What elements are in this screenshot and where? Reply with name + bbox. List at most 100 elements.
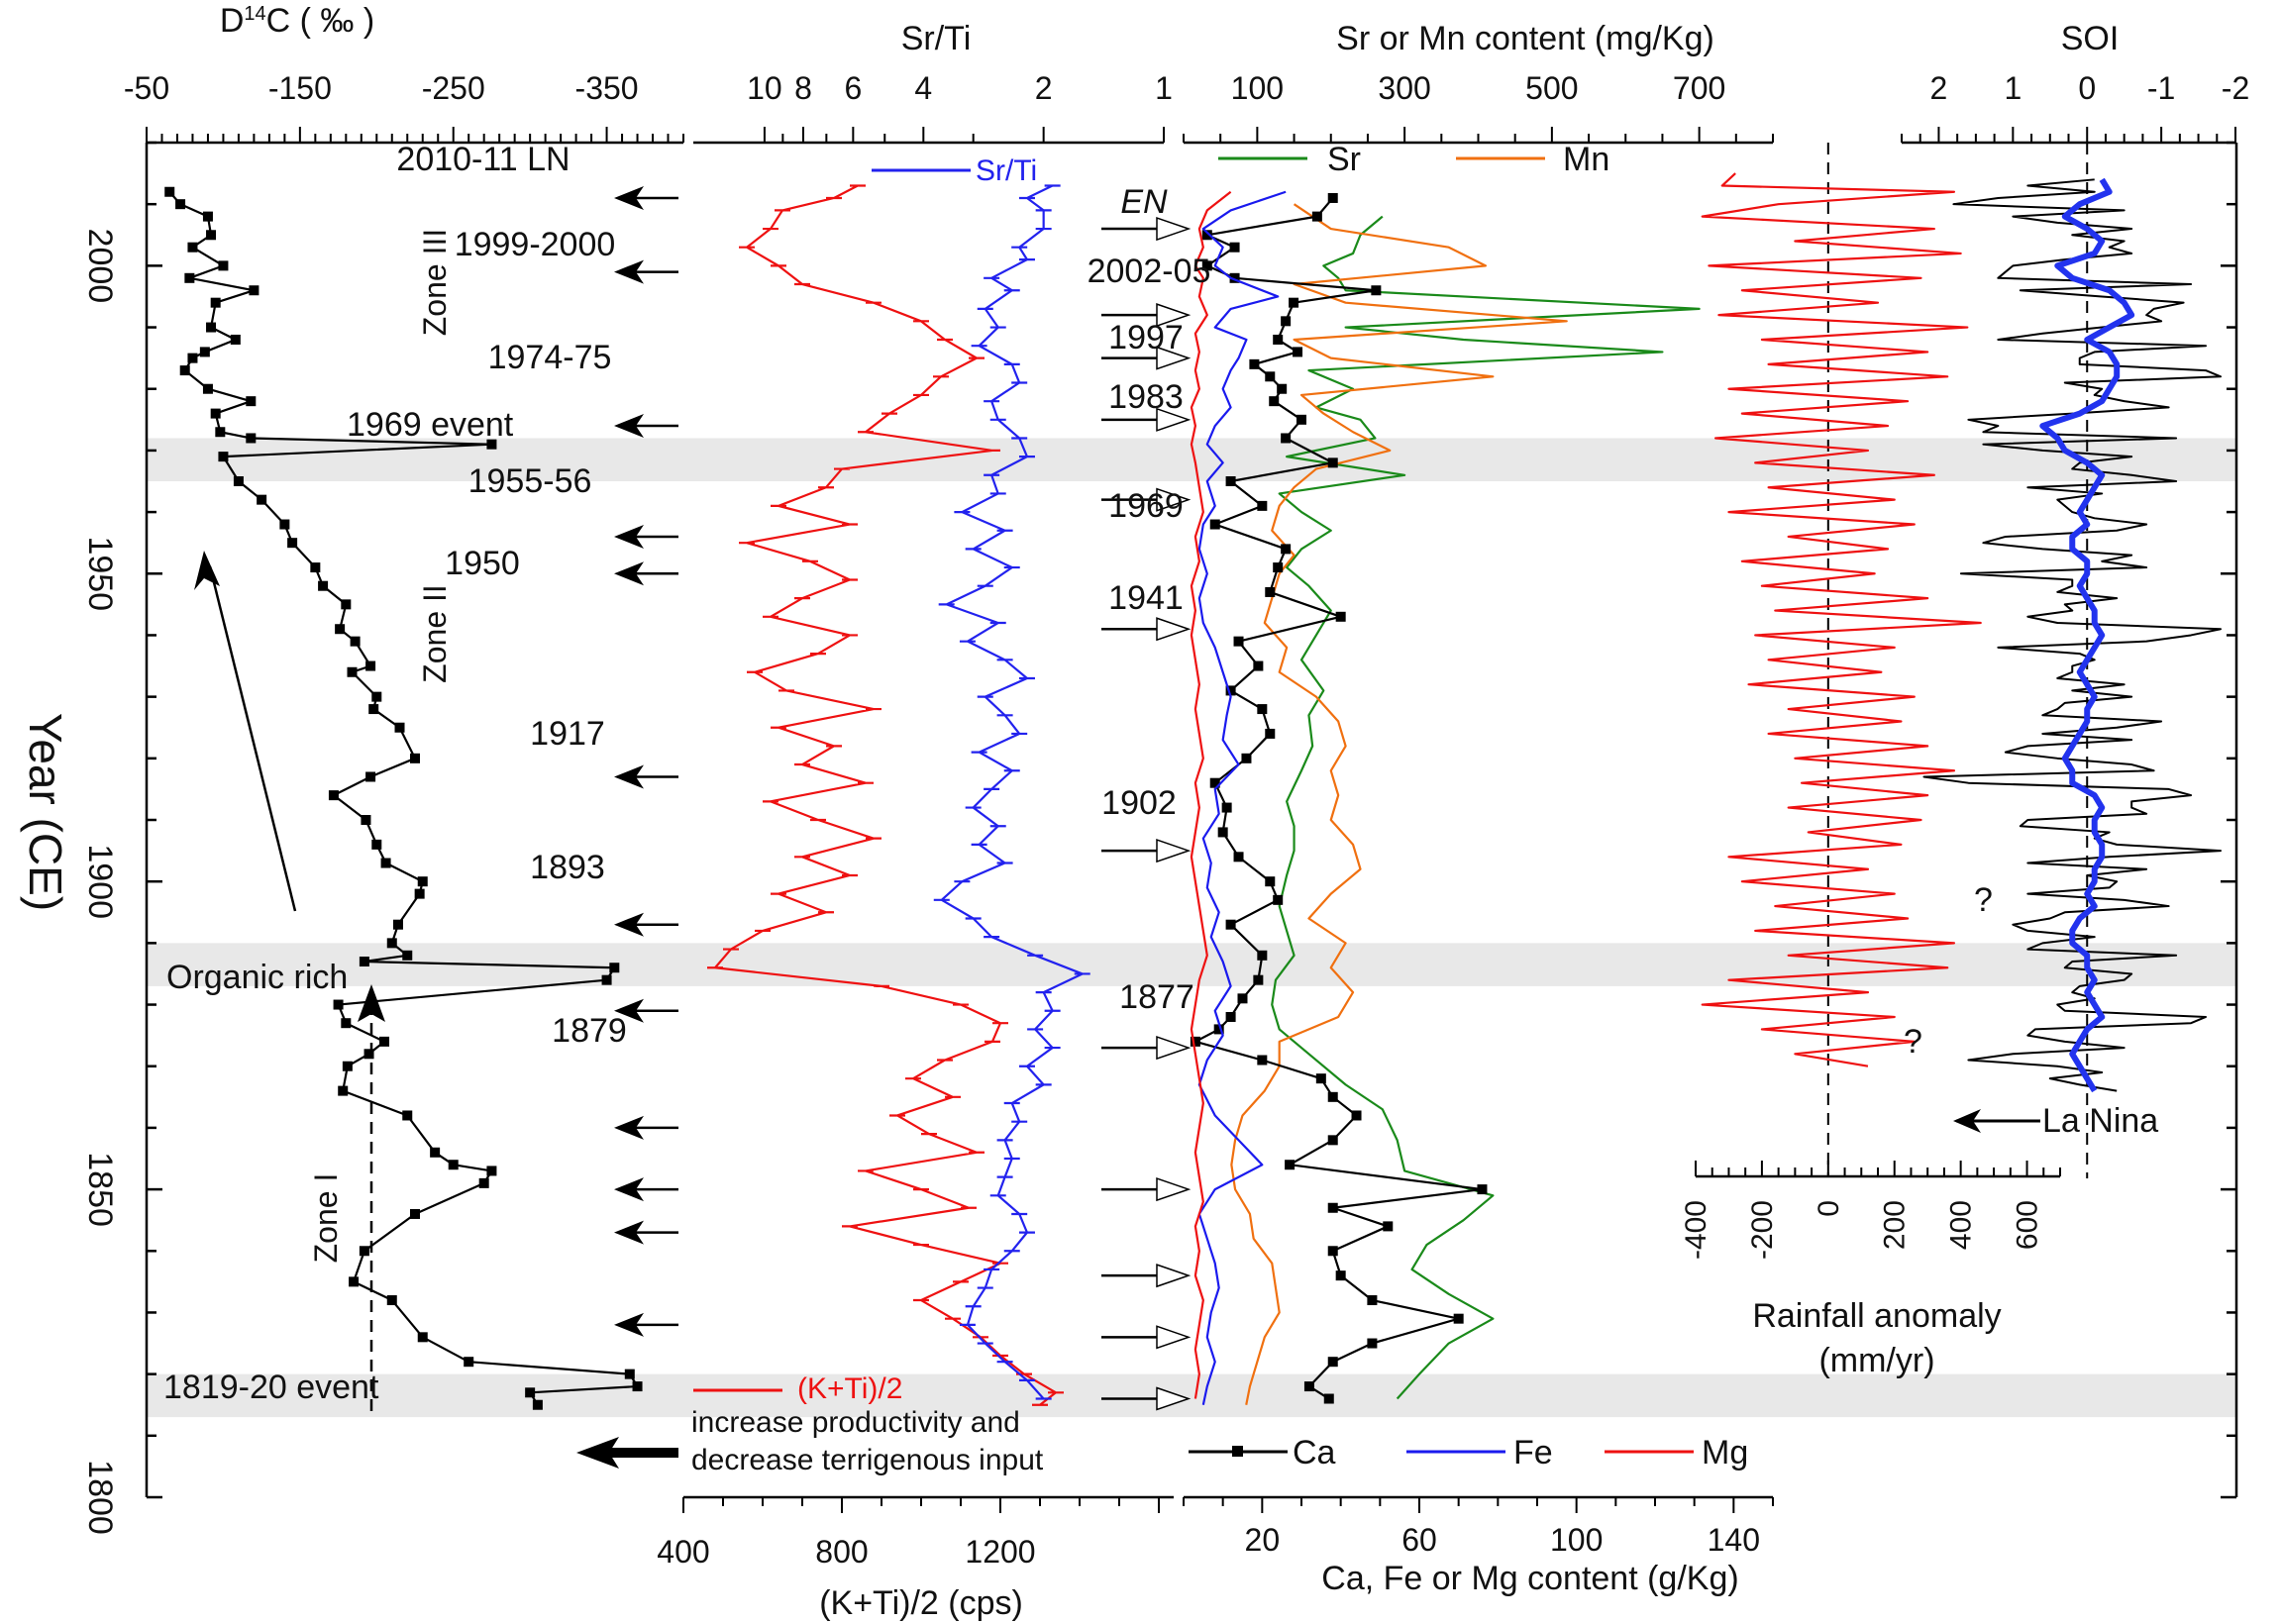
elements-top-tick-label: 700 <box>1673 70 1725 106</box>
ca-point <box>1273 562 1284 573</box>
ca-point <box>1327 1135 1338 1146</box>
d14c-line <box>168 191 639 1406</box>
d14c-point <box>365 771 376 782</box>
kti-tick-label: 1200 <box>965 1534 1035 1570</box>
srti-tick-label: 2 <box>1035 70 1053 106</box>
ca-point <box>1253 974 1264 985</box>
d14c-point <box>187 242 198 253</box>
d14c-tick-label: -50 <box>124 70 169 106</box>
event-1819-label: 1819-20 event <box>163 1369 379 1406</box>
event-arrow-head <box>614 185 644 210</box>
legend-srti-label: Sr/Ti <box>976 154 1037 187</box>
series-mn <box>1230 203 1568 1405</box>
d14c-point <box>310 562 321 573</box>
hollow-arrow-head <box>1156 1386 1192 1411</box>
ca-point <box>1327 1091 1338 1102</box>
hollow-event-label: 2002-05 <box>1088 253 1211 290</box>
ca-point <box>1249 358 1260 369</box>
d14c-point <box>318 580 329 591</box>
event-label: 1879 <box>552 1012 627 1050</box>
ca-point <box>1367 1295 1378 1306</box>
soi-question-2: ? <box>1904 1023 1922 1061</box>
event-label: 1917 <box>530 715 605 753</box>
hollow-event-label: EN <box>1120 183 1168 221</box>
d14c-point <box>359 1246 369 1257</box>
d14c-point <box>335 624 346 635</box>
d14c-point <box>341 1018 352 1029</box>
d14c-point <box>478 1177 489 1188</box>
ca-point <box>1327 1202 1338 1213</box>
ca-point <box>1257 500 1268 511</box>
rainfall-tick-label: 400 <box>1945 1200 1978 1250</box>
legend-sr-label: Sr <box>1327 141 1361 178</box>
kti-axis-title: (K+Ti)/2 (cps) <box>819 1584 1023 1622</box>
d14c-point <box>361 815 371 825</box>
hollow-arrow-head <box>1156 1325 1192 1350</box>
d14c-point <box>417 876 428 887</box>
band-1819-20-event <box>147 1373 2236 1418</box>
d14c-point <box>257 494 267 505</box>
ca-point <box>1233 852 1244 863</box>
ca-point <box>1335 611 1346 622</box>
d14c-point <box>333 999 344 1010</box>
d14c-point <box>394 722 405 733</box>
legend-ca-label: Ca <box>1293 1434 1336 1472</box>
ca-point <box>1190 1036 1200 1047</box>
d14c-point <box>230 334 241 345</box>
rainfall-axis-title: Rainfall anomaly <box>1752 1297 2001 1335</box>
ca-point <box>1351 1110 1362 1121</box>
year-tick-label: 1950 <box>81 536 119 611</box>
ca-point <box>1383 1221 1394 1232</box>
ca-point <box>1229 242 1240 253</box>
d14c-tick-label: -250 <box>422 70 485 106</box>
trend-arrow-head <box>194 551 220 590</box>
ca-point <box>1257 950 1268 961</box>
ca-point <box>1323 1393 1334 1404</box>
series-sr <box>1271 215 1701 1400</box>
ca-point <box>1217 827 1228 838</box>
d14c-point <box>448 1160 459 1170</box>
legend-kti: (K+Ti)/2 <box>693 1372 902 1405</box>
elements-bottom-axis-title: Ca, Fe or Mg content (g/Kg) <box>1321 1560 1738 1597</box>
soi-question-1: ? <box>1974 881 1993 919</box>
d14c-point <box>379 1036 390 1047</box>
soi-tick-label: 0 <box>2078 70 2096 106</box>
hollow-arrow-head <box>1156 617 1192 642</box>
kti-line <box>707 184 1064 1406</box>
d14c-point <box>609 963 620 973</box>
ca-point <box>1303 1381 1314 1392</box>
ca-point <box>1296 414 1306 425</box>
hollow-event-label: 1941 <box>1108 579 1184 617</box>
d14c-point <box>206 322 217 333</box>
event-arrow-head <box>614 561 644 586</box>
legend-fe-label: Fe <box>1513 1434 1553 1472</box>
ca-point <box>1327 192 1338 203</box>
d14c-point <box>206 230 217 241</box>
d14c-point <box>624 1369 635 1379</box>
rainfall-tick-label: 0 <box>1813 1200 1845 1217</box>
elements-bottom-tick-label: 140 <box>1708 1522 1760 1558</box>
event-arrow-head <box>614 259 644 284</box>
elements-top-tick-label: 300 <box>1378 70 1430 106</box>
y-axis-title: Year (CE) <box>20 713 71 911</box>
ca-point <box>1253 660 1264 671</box>
event-label: 1974-75 <box>488 339 612 376</box>
la-nina-annotation: La Nina <box>1953 1102 2158 1140</box>
srti-line <box>933 184 1090 1400</box>
d14c-point <box>164 186 175 197</box>
ca-point <box>1229 272 1240 283</box>
hollow-arrow-head <box>1156 346 1192 370</box>
ca-point <box>1273 894 1284 905</box>
d14c-axis-title: D14C ( ‰ ) <box>220 2 374 40</box>
d14c-point <box>202 211 213 222</box>
srti-axis-title: Sr/Ti <box>901 20 972 57</box>
elements-top-axis-title: Sr or Mn content (mg/Kg) <box>1336 20 1714 57</box>
d14c-tick-label: -350 <box>575 70 639 106</box>
ca-point <box>1371 285 1382 296</box>
d14c-point <box>218 260 229 271</box>
zone-iii-label: Zone III <box>417 229 453 337</box>
ca-point <box>1477 1184 1488 1195</box>
ca-point <box>1241 753 1252 763</box>
ca-point <box>1285 1160 1296 1170</box>
hollow-event-label: 1877 <box>1119 978 1194 1016</box>
